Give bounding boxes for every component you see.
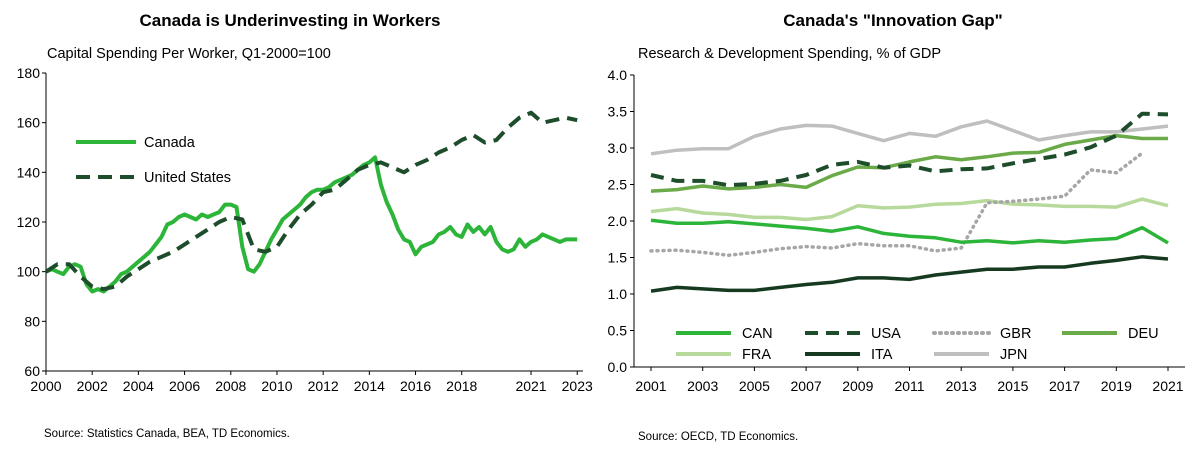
right-legend-label: ITA [871,347,893,363]
left-series-canada-line [45,155,578,294]
left-x-tick-label: 2010 [261,378,292,394]
right-legend-label: DEU [1128,326,1159,342]
right-series-ita-line [650,255,1169,293]
right-series-jpn-line [650,119,1169,156]
right-x-tick-label: 2009 [842,378,873,394]
right-x-tick-label: 2005 [739,378,770,394]
right-y-tick-label: 1.5 [608,250,628,266]
right-y-tick-label: 2.0 [608,213,628,229]
right-x-tick-label: 2015 [997,378,1028,394]
right-plot-area: 0.0 0.5 1.0 1.5 2.0 2.5 3.0 3.5 4.0 2001 2003 2005 2… [608,67,1185,394]
right-x-tick-label: 2007 [791,378,822,394]
left-legend-label: United States [144,170,231,186]
right-y-tick-label: 1.0 [608,286,628,302]
left-x-tick-label: 2002 [77,378,108,394]
left-x-tick-label: 2004 [123,378,154,394]
right-x-tick-label: 2001 [635,378,666,394]
left-series-united-states-line [44,110,578,292]
left-x-tick-label: 2006 [169,378,200,394]
left-y-tick-label: 100 [17,264,41,280]
left-x-tick-label: 2012 [308,378,339,394]
right-x-tick-label: 2013 [946,378,977,394]
left-x-tick-label: 2000 [30,378,61,394]
right-x-tick-label: 2019 [1101,378,1132,394]
right-y-tick-label: 0.5 [608,323,628,339]
right-x-tick-label: 2011 [894,378,924,394]
left-chart-title: Canada is Underinvesting in Workers [139,11,440,30]
right-series-gbr-line [649,151,1144,258]
right-y-tick-label: 0.0 [608,359,628,375]
right-legend-label: FRA [742,347,771,363]
left-chart-source: Source: Statistics Canada, BEA, TD Econo… [44,428,290,440]
left-x-tick-label: 2014 [354,378,385,394]
right-legend-label: JPN [1000,347,1027,363]
right-series-can-line [650,218,1169,245]
right-x-tick-label: 2021 [1152,378,1183,394]
right-legend-label: USA [871,326,901,342]
left-y-tick-label: 80 [24,313,40,329]
right-y-tick-label: 3.5 [608,104,628,120]
left-y-tick-label: 180 [17,65,41,81]
right-legend-label: CAN [742,326,773,342]
right-series-fra-line [650,197,1169,222]
right-chart-title: Canada's "Innovation Gap" [783,11,1002,30]
left-legend: Canada United States [76,135,231,186]
right-y-tick-label: 3.0 [608,140,628,156]
left-x-tick-label: 2021 [515,378,546,394]
right-x-tick-label: 2003 [687,378,718,394]
left-x-tick-label: 2023 [562,378,593,394]
left-plot-area: 60 80 100 120 140 160 180 2000 2002 2004 2006 2008 2… [17,65,593,394]
right-legend-label: GBR [1000,326,1031,342]
left-x-tick-label: 2018 [446,378,477,394]
left-y-tick-label: 160 [17,115,41,131]
left-x-tick-label: 2016 [400,378,431,394]
right-chart-source: Source: OECD, TD Economics. [638,431,798,443]
right-series-deu-line [650,133,1168,193]
left-x-tick-label: 2008 [215,378,246,394]
right-series-usa-line [650,111,1169,188]
right-y-tick-label: 2.5 [608,177,628,193]
left-y-tick-label: 120 [17,214,41,230]
right-legend: CAN USA GBR DEU FRA ITA JPN [676,326,1159,363]
right-x-tick-label: 2017 [1049,378,1080,394]
left-chart-subtitle: Capital Spending Per Worker, Q1-2000=100 [47,46,331,62]
left-y-tick-label: 140 [17,164,41,180]
left-legend-label: Canada [144,135,196,151]
right-y-tick-label: 4.0 [608,67,628,83]
right-chart-subtitle: Research & Development Spending, % of GD… [638,46,941,62]
left-y-tick-label: 60 [24,363,40,379]
